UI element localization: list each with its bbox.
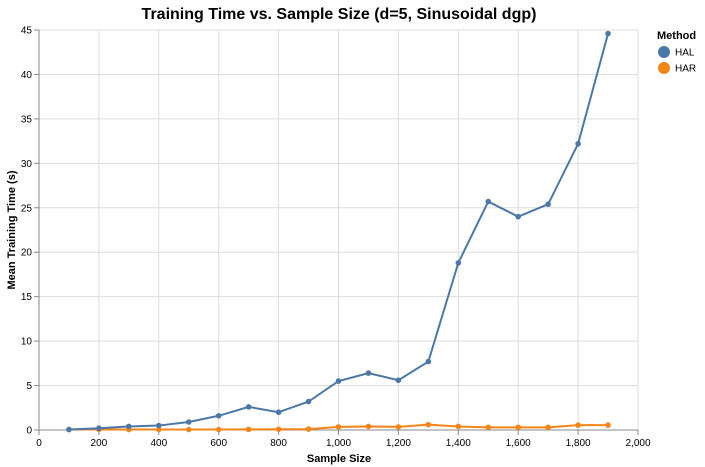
- data-point-hal: [305, 398, 312, 405]
- data-point-har: [156, 426, 162, 433]
- data-point-har: [305, 426, 312, 432]
- x-tick-label: 1,600: [506, 438, 531, 449]
- y-tick-label: 25: [21, 203, 33, 214]
- x-tick-label: 200: [91, 438, 108, 449]
- data-point-hal: [575, 140, 581, 147]
- data-point-har: [185, 426, 192, 433]
- y-tick-label: 20: [21, 248, 33, 259]
- data-point-har: [515, 424, 521, 431]
- x-tick-label: 600: [210, 438, 227, 449]
- data-point-hal: [365, 370, 372, 376]
- data-point-hal: [156, 422, 162, 429]
- y-tick-label: 10: [21, 337, 33, 348]
- data-point-har: [365, 423, 372, 430]
- y-tick-label: 30: [21, 159, 33, 170]
- data-point-hal: [335, 378, 342, 384]
- y-tick-label: 5: [26, 381, 32, 392]
- data-point-hal: [185, 419, 192, 425]
- data-point-hal: [425, 358, 432, 365]
- gridlines: [38, 29, 639, 431]
- x-tick-label: 1,800: [566, 438, 591, 449]
- legend-symbol-har: [658, 62, 670, 74]
- data-point-hal: [605, 30, 611, 37]
- data-point-hal: [126, 423, 132, 430]
- data-point-har: [395, 424, 402, 430]
- y-tick-label: 0: [26, 426, 32, 437]
- x-tick-label: 1,400: [446, 438, 471, 449]
- x-tick-label: 2,000: [625, 438, 650, 449]
- y-axis-title: Mean Training Time (s): [6, 170, 18, 289]
- x-axis: 0 200 400 600 800 1,000 1,200 1,400 1,600 1,800 2,…: [36, 429, 651, 449]
- data-point-har: [215, 426, 222, 433]
- series-layer: [66, 30, 611, 433]
- legend-symbol-hal: [658, 46, 670, 58]
- y-tick-label: 40: [21, 70, 33, 81]
- series-hal: [66, 30, 611, 433]
- legend-label-har: HAR: [675, 64, 696, 75]
- legend-title: Method: [657, 30, 696, 42]
- data-point-hal: [245, 404, 252, 410]
- data-point-har: [605, 422, 611, 428]
- data-point-har: [245, 426, 252, 433]
- legend-label-hal: HAL: [675, 48, 695, 59]
- data-point-hal: [485, 198, 492, 205]
- x-tick-label: 1,200: [386, 438, 411, 449]
- data-point-har: [485, 424, 492, 431]
- data-point-har: [455, 423, 462, 430]
- data-point-har: [425, 421, 432, 428]
- data-point-har: [545, 424, 551, 431]
- chart-title: Training Time vs. Sample Size (d=5, Sinu…: [142, 6, 537, 23]
- data-point-hal: [515, 213, 521, 220]
- data-point-har: [275, 426, 282, 433]
- data-point-hal: [545, 201, 551, 208]
- data-point-hal: [395, 377, 402, 384]
- data-point-har: [335, 424, 342, 430]
- data-point-hal: [66, 426, 72, 433]
- data-point-hal: [215, 412, 222, 419]
- x-axis-title: Sample Size: [307, 453, 371, 465]
- data-point-hal: [96, 425, 102, 432]
- y-axis: 0 5 10 15 20 25 30 35 40 45: [21, 26, 40, 437]
- y-tick-label: 15: [21, 292, 33, 303]
- y-tick-label: 35: [21, 114, 33, 125]
- x-tick-label: 800: [270, 438, 287, 449]
- x-tick-label: 1,000: [326, 438, 351, 449]
- data-point-har: [575, 422, 581, 428]
- x-tick-label: 0: [36, 438, 42, 449]
- legend: Method HAL HAR: [657, 30, 696, 75]
- x-tick-label: 400: [150, 438, 167, 449]
- y-tick-label: 45: [21, 26, 33, 37]
- data-point-hal: [455, 260, 462, 266]
- data-point-hal: [275, 409, 282, 416]
